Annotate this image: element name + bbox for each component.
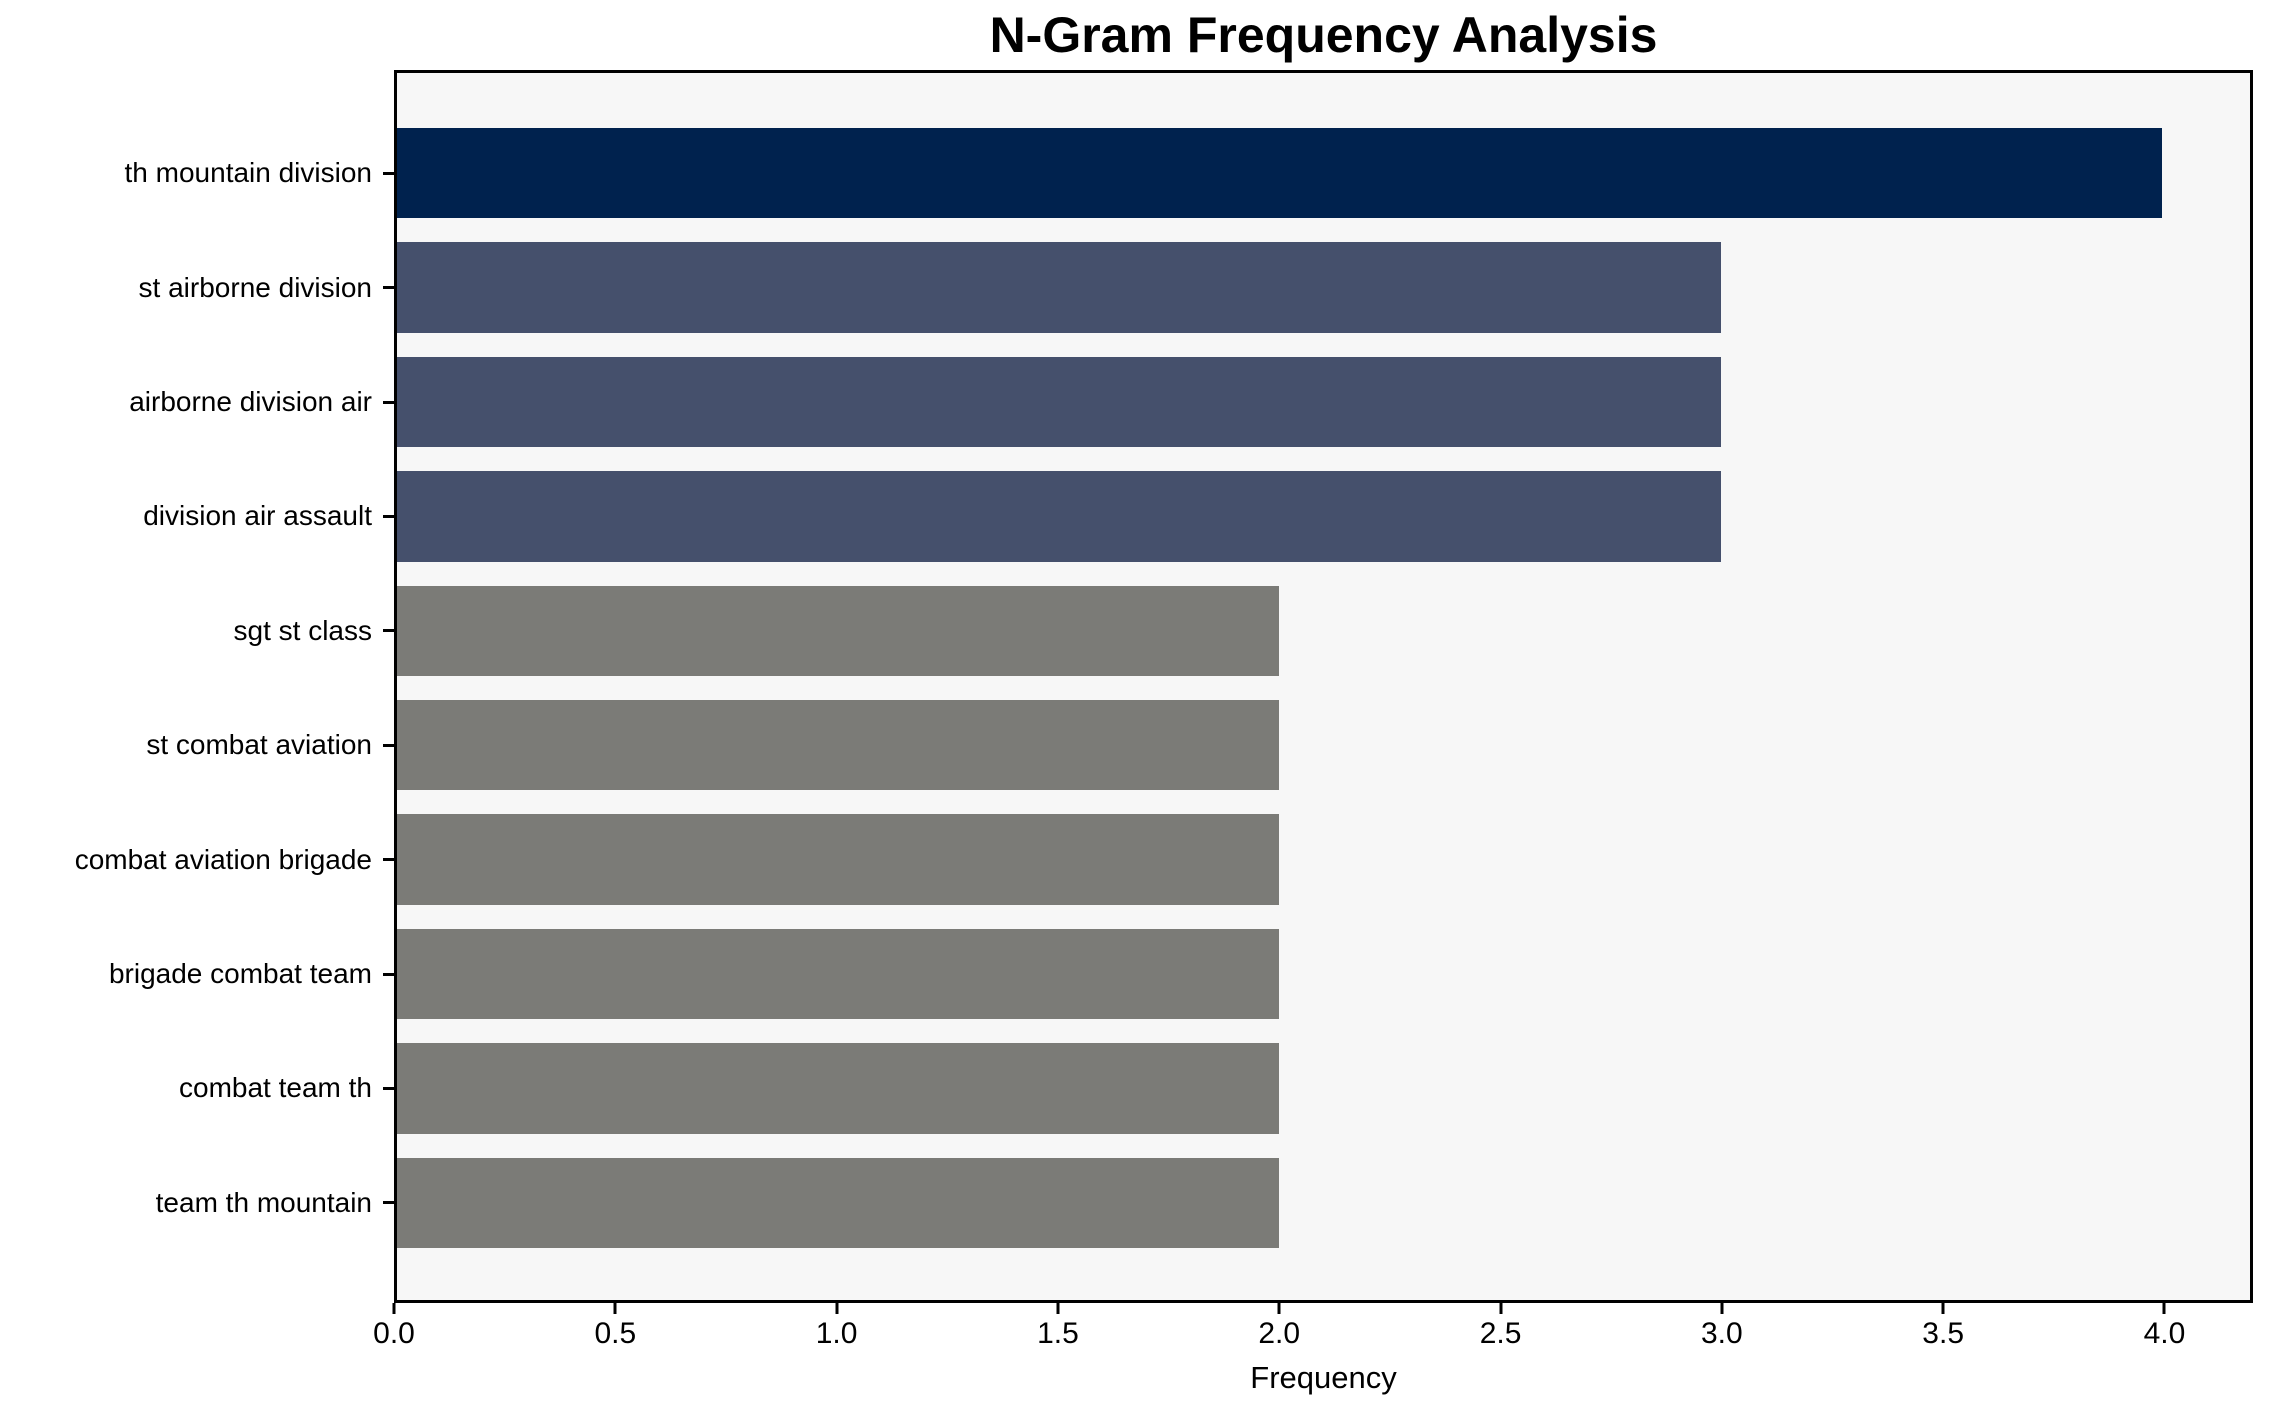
y-label-row: division air assault [0, 459, 372, 573]
y-category-label: division air assault [143, 500, 372, 532]
bars [397, 73, 2250, 1300]
y-tick [383, 1201, 394, 1205]
y-tick [383, 286, 394, 290]
bar-row [397, 1031, 2250, 1145]
x-tick-label: 0.0 [373, 1317, 415, 1350]
y-tick [383, 743, 394, 747]
y-label-row: combat team th [0, 1031, 372, 1145]
y-tick [383, 629, 394, 633]
x-tick-label: 3.0 [1700, 1317, 1743, 1350]
y-category-label: team th mountain [155, 1186, 372, 1218]
bar-4 [397, 471, 1721, 562]
chart-title: N-Gram Frequency Analysis [989, 7, 1658, 63]
bar-8 [397, 928, 1280, 1020]
x-tick-label: 1.5 [1037, 1317, 1079, 1350]
bar-row [397, 116, 2250, 230]
x-tick [392, 1303, 396, 1314]
x-tick [613, 1303, 617, 1314]
y-tick [383, 514, 394, 518]
x-tick [835, 1303, 839, 1314]
bar-row [397, 688, 2250, 802]
x-axis-tick-labels: 0.0 0.5 1.0 1.5 2.0 2.5 3.0 3.5 4.0 [373, 1317, 2253, 1355]
y-tick-row [383, 688, 394, 802]
bar-row [397, 574, 2250, 688]
y-category-label: st combat aviation [146, 729, 372, 761]
x-tick-label: 0.5 [594, 1317, 637, 1350]
x-tick [1720, 1303, 1724, 1314]
y-tick-row [383, 345, 394, 459]
x-axis-title: Frequency [1250, 1360, 1397, 1395]
y-label-row: sgt st class [0, 574, 372, 688]
y-tick [383, 858, 394, 862]
x-tick-label: 2.5 [1479, 1317, 1522, 1350]
x-tick-label: 2.0 [1258, 1317, 1301, 1350]
y-category-label: sgt st class [233, 614, 372, 646]
y-tick-row [383, 459, 394, 573]
bar-row [397, 345, 2250, 459]
y-tick-row [383, 1031, 394, 1145]
y-label-row: th mountain division [0, 116, 372, 230]
bar-row [397, 917, 2250, 1031]
y-label-row: st combat aviation [0, 688, 372, 802]
x-tick [1941, 1303, 1945, 1314]
bar-row [397, 1146, 2250, 1260]
bar-row [397, 230, 2250, 344]
bar-10 [397, 1157, 1280, 1249]
bar-row [397, 802, 2250, 916]
y-label-row: st airborne division [0, 230, 372, 344]
y-label-row: airborne division air [0, 345, 372, 459]
y-tick [383, 1086, 394, 1090]
y-tick [383, 400, 394, 404]
y-label-row: team th mountain [0, 1146, 372, 1260]
y-axis-labels: th mountain division st airborne division… [0, 70, 372, 1303]
y-category-label: airborne division air [129, 386, 372, 418]
y-tick-row [383, 230, 394, 344]
y-axis-ticks [383, 70, 394, 1303]
x-tick [2162, 1303, 2166, 1314]
y-label-row: combat aviation brigade [0, 802, 372, 916]
bar-5 [397, 585, 1280, 677]
y-tick-row [383, 574, 394, 688]
x-tick-label: 1.0 [815, 1317, 858, 1350]
x-tick [1499, 1303, 1503, 1314]
bar-2 [397, 242, 1721, 333]
y-tick [383, 972, 394, 976]
bar-1 [397, 128, 2162, 219]
y-category-label: brigade combat team [108, 958, 372, 990]
y-category-label: combat aviation brigade [74, 843, 372, 875]
y-category-label: st airborne division [138, 271, 372, 303]
y-tick-row [383, 1146, 394, 1260]
plot-area [394, 70, 2253, 1303]
bar-9 [397, 1043, 1280, 1134]
x-tick [1056, 1303, 1060, 1314]
y-tick [383, 171, 394, 175]
x-tick-label: 3.5 [1922, 1317, 1965, 1350]
bar-3 [397, 356, 1721, 448]
y-category-label: th mountain division [124, 157, 372, 189]
y-category-label: combat team th [179, 1072, 372, 1104]
y-tick-row [383, 116, 394, 230]
bar-6 [397, 700, 1280, 791]
y-label-row: brigade combat team [0, 917, 372, 1031]
y-tick-row [383, 802, 394, 916]
x-tick [1277, 1303, 1281, 1314]
bar-row [397, 459, 2250, 573]
x-tick-label: 4.0 [2143, 1317, 2186, 1350]
x-axis-ticks [392, 1303, 2253, 1315]
bar-7 [397, 814, 1280, 905]
y-tick-row [383, 917, 394, 1031]
